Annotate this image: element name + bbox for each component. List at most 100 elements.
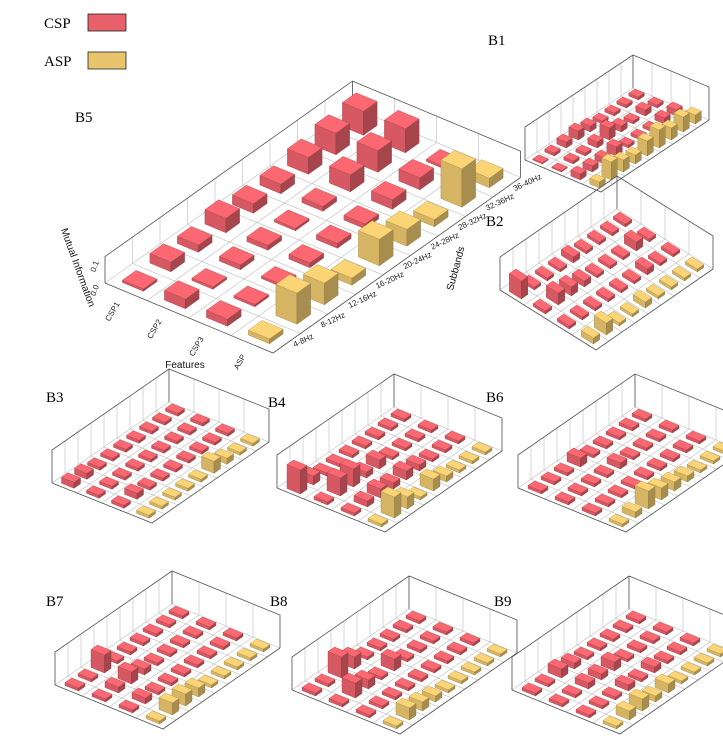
bar [646,457,668,472]
bar [338,444,360,459]
bar [195,616,217,631]
bar [392,619,414,634]
panel-b5: B5 CSP1 CSP2 CSP3 ASP 4-8Hz8-12Hz12-16Hz16-20… [58,80,543,371]
bar [432,621,454,636]
grid [104,81,521,354]
bar [563,152,580,165]
bar [580,473,602,488]
bar [573,646,595,661]
bar [607,484,629,499]
y-tick-label: 32-36Hz [484,192,515,213]
panel-label: B4 [268,395,286,411]
bar [380,486,402,519]
bar [569,304,590,321]
bar [606,452,628,470]
bar [168,605,190,620]
bar [155,614,177,629]
bar [390,408,412,423]
bar [568,122,585,141]
bar [124,483,144,500]
bar [623,112,640,125]
bar [365,449,387,470]
frame [517,373,723,533]
bar [152,412,172,426]
bar [567,482,589,497]
bar [608,277,629,294]
bar [116,641,138,656]
x-axis-label: Features [165,360,204,371]
panel-b6: B6 [486,373,723,533]
panel-b8: B8 [270,575,518,735]
bar [378,446,400,461]
frame [276,373,503,533]
bar [532,154,549,165]
bar [404,428,426,443]
bar [615,700,637,721]
bar [314,673,336,688]
bar [447,670,469,685]
y-tick-label: 4-8Hz [292,332,315,349]
bar [171,683,193,707]
bar [341,92,378,136]
bar [587,133,604,149]
bar [561,684,583,699]
panel-label: B6 [486,390,504,406]
bar [527,480,549,495]
frame [524,54,710,193]
bar [558,274,579,297]
bar [540,471,562,486]
bar [606,138,623,157]
bar [534,673,556,688]
bar [686,459,708,474]
bar [417,419,439,434]
bars [301,610,508,730]
bar [177,422,197,436]
bar [431,439,453,454]
bar [64,677,86,692]
bar [412,200,449,228]
bar [240,433,260,447]
bar [183,654,205,669]
panel-label: B3 [46,390,64,406]
bar [395,697,417,721]
bar [418,448,440,463]
bar [581,502,603,517]
bar [560,652,582,670]
bar [233,285,270,308]
bar [204,199,241,234]
bar [149,496,169,510]
bar [579,444,601,459]
bar [623,229,644,252]
bar [619,301,640,318]
bars [532,88,702,189]
bar [634,256,655,276]
bar [176,226,213,253]
bar [545,280,566,306]
bar [129,632,151,647]
bar [582,295,603,312]
bar [685,430,707,445]
bar [611,117,628,133]
bar [659,448,681,463]
bar [340,502,362,517]
bar [673,465,695,483]
bar [90,644,112,674]
bar [125,458,145,472]
bar [553,462,575,477]
bar [631,408,653,423]
x-tick-label: ASP [232,353,248,371]
bar [673,108,690,133]
bar [136,505,156,519]
bar [602,715,624,730]
bar [130,658,152,676]
bar [632,437,654,452]
y-axis-label: Subbands [445,245,467,291]
bar [379,472,401,490]
bar [144,681,166,696]
bar [684,256,705,273]
bar [586,229,607,246]
bar [606,310,627,327]
bar [706,643,723,658]
frame [499,175,714,351]
bar [544,144,561,157]
